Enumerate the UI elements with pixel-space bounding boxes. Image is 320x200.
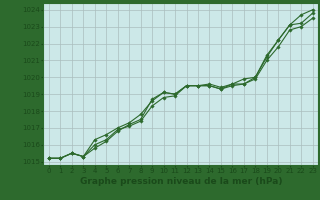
X-axis label: Graphe pression niveau de la mer (hPa): Graphe pression niveau de la mer (hPa) [80, 177, 282, 186]
